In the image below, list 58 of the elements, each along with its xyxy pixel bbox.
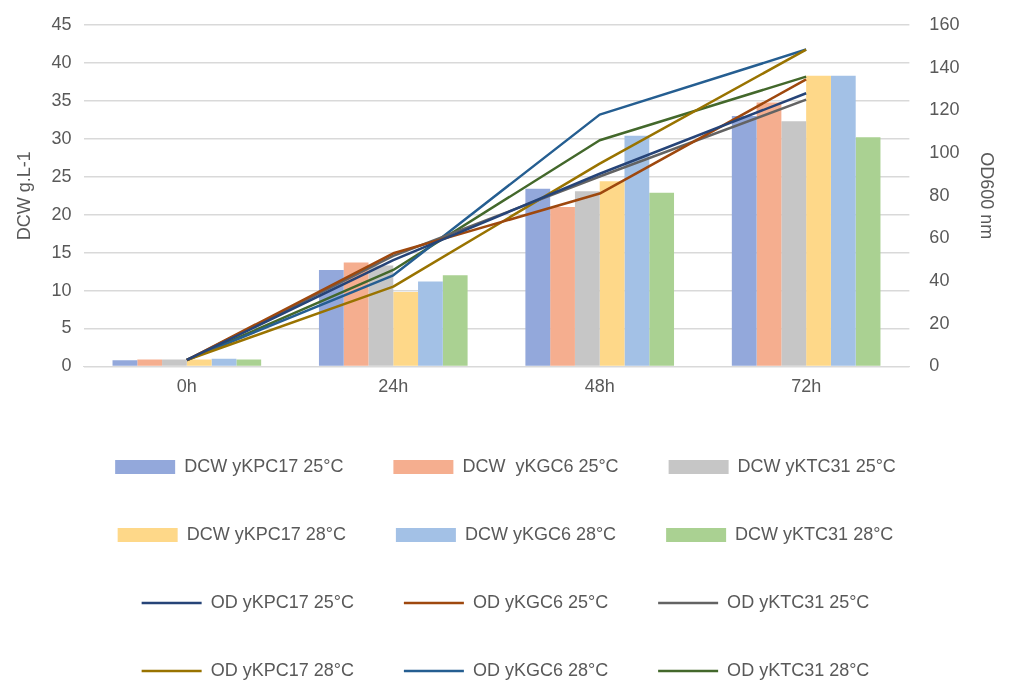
y-tick-label: 20 [51,203,72,224]
bar [574,191,600,366]
bar [806,75,831,366]
legend-label: OD yKPC17 25°C [210,591,354,612]
bar [756,102,782,366]
y-tick-label: 25 [51,165,72,186]
x-tick-label: 0h [176,376,197,397]
y-tick-label: 40 [51,51,72,72]
legend-label: OD yKGC6 28°C [472,659,609,680]
y-tick-label: 0 [61,355,72,376]
bar [442,275,468,366]
x-tick-label: 48h [584,376,615,397]
y2-tick-label: 160 [929,13,960,34]
bar [830,75,856,366]
y2-tick-label: 0 [929,355,940,376]
y2-tick-label: 120 [929,99,960,120]
y2-tick-label: 140 [929,56,960,77]
bar [731,116,757,366]
bar [186,359,212,366]
bar [393,292,419,366]
legend-label: DCW yKTC31 28°C [735,523,894,544]
legend-label: DCW yKPC17 28°C [186,523,346,544]
legend-label: DCW yKPC17 25°C [184,455,344,476]
bar [550,207,575,366]
bar [418,281,443,366]
y-tick-label: 30 [51,127,72,148]
bar [211,358,237,366]
y2-tick-label: 100 [929,141,960,162]
y-axis-title: DCW g.L-1 [13,151,34,241]
bar [599,181,625,366]
bar [781,121,807,366]
bar [162,359,187,366]
y-tick-label: 5 [61,317,72,338]
y-tick-label: 45 [51,13,72,34]
bar [236,359,262,366]
bar [855,137,881,366]
legend-label: DCW yKGC6 28°C [464,523,617,544]
bar [137,359,163,366]
y2-tick-label: 40 [929,270,950,291]
bar [525,188,551,366]
y2-axis-title: OD600 nm [977,152,998,240]
legend-label: DCW yKTC31 25°C [737,455,896,476]
legend-label: OD yKTC31 28°C [727,659,870,680]
legend-label: OD yKGC6 25°C [472,591,609,612]
y-tick-label: 15 [51,241,72,262]
bar [624,135,650,366]
y-tick-label: 35 [51,89,72,110]
y2-tick-label: 80 [929,184,950,205]
y-tick-label: 10 [51,279,72,300]
x-tick-label: 24h [378,376,409,397]
legend-label: OD yKPC17 28°C [210,659,354,680]
y2-tick-label: 20 [929,312,950,333]
bar [112,360,138,366]
y2-tick-label: 60 [929,227,950,248]
legend-label: OD yKTC31 25°C [727,591,870,612]
x-tick-label: 72h [791,376,822,397]
bar [649,192,675,366]
legend-label: DCW yKGC6 25°C [462,455,619,476]
